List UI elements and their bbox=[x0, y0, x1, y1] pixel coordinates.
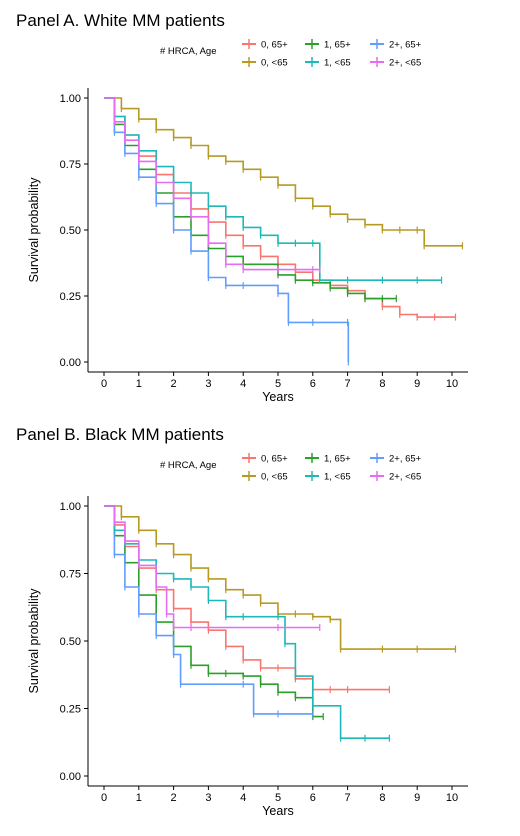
x-tick-label: 1 bbox=[136, 378, 142, 390]
legend-label: 2+, 65+ bbox=[389, 40, 422, 51]
legend-label: 0, 65+ bbox=[261, 40, 288, 51]
x-tick-label: 5 bbox=[275, 378, 281, 390]
x-tick-label: 4 bbox=[240, 378, 246, 390]
series-1-65 bbox=[104, 505, 324, 721]
legend-item: 2+, 65+ bbox=[370, 453, 422, 465]
series-1-65 bbox=[104, 97, 397, 303]
y-tick-label: 0.25 bbox=[60, 291, 81, 303]
legend-item: 1, 65+ bbox=[305, 39, 351, 51]
x-tick-label: 8 bbox=[379, 792, 385, 804]
series-0-65 bbox=[104, 505, 390, 694]
legend-item: 1, <65 bbox=[305, 57, 351, 69]
legend-label: 2+, <65 bbox=[389, 472, 421, 483]
legend-label: 1, <65 bbox=[324, 58, 351, 69]
series-2-65 bbox=[104, 505, 321, 631]
legend-label: 1, <65 bbox=[324, 472, 351, 483]
series-1-65 bbox=[104, 505, 390, 742]
x-tick-label: 3 bbox=[205, 378, 211, 390]
y-tick-label: 0.50 bbox=[60, 636, 81, 648]
legend-label: 0, <65 bbox=[261, 58, 288, 69]
x-tick-label: 1 bbox=[136, 792, 142, 804]
survival-curve bbox=[104, 97, 397, 300]
x-tick-label: 2 bbox=[171, 792, 177, 804]
legend-label: 2+, 65+ bbox=[389, 454, 422, 465]
series-2-65 bbox=[104, 97, 321, 274]
x-tick-label: 8 bbox=[379, 378, 385, 390]
survival-curve bbox=[104, 505, 313, 715]
legend-item: 1, 65+ bbox=[305, 453, 351, 465]
x-tick-label: 3 bbox=[205, 792, 211, 804]
y-tick-label: 1.00 bbox=[60, 93, 81, 105]
x-tick-label: 9 bbox=[414, 792, 420, 804]
y-axis-label: Survival probability bbox=[27, 588, 41, 694]
survival-curve bbox=[104, 505, 390, 691]
x-axis-label: Years bbox=[262, 390, 294, 404]
panel-title: Panel A. White MM patients bbox=[16, 11, 225, 30]
y-tick-label: 0.25 bbox=[60, 704, 81, 716]
legend-label: 2+, <65 bbox=[389, 58, 421, 69]
x-tick-label: 10 bbox=[446, 792, 458, 804]
y-tick-label: 0.00 bbox=[60, 357, 81, 369]
legend-label: 0, <65 bbox=[261, 472, 288, 483]
x-tick-label: 4 bbox=[240, 792, 246, 804]
survival-curve bbox=[104, 97, 442, 281]
legend-label: 1, 65+ bbox=[324, 454, 351, 465]
y-tick-label: 0.75 bbox=[60, 159, 81, 171]
legend-item: 2+, 65+ bbox=[370, 39, 422, 51]
legend-item: 0, <65 bbox=[242, 471, 288, 483]
survival-curve bbox=[104, 505, 320, 629]
x-tick-label: 7 bbox=[345, 378, 351, 390]
x-tick-label: 0 bbox=[101, 792, 107, 804]
x-tick-label: 2 bbox=[171, 378, 177, 390]
legend-label: 0, 65+ bbox=[261, 454, 288, 465]
legend-label: 1, 65+ bbox=[324, 40, 351, 51]
legend-title: # HRCA, Age bbox=[160, 46, 217, 57]
y-tick-label: 0.50 bbox=[60, 225, 81, 237]
legend-item: 0, 65+ bbox=[242, 39, 288, 51]
legend-title: # HRCA, Age bbox=[160, 460, 217, 471]
y-tick-label: 1.00 bbox=[60, 501, 81, 513]
legend-item: 2+, <65 bbox=[370, 471, 421, 483]
y-axis-label: Survival probability bbox=[27, 177, 41, 283]
series-2-65 bbox=[104, 97, 350, 366]
series-0-65 bbox=[104, 97, 464, 250]
survival-curve bbox=[104, 505, 324, 718]
y-tick-label: 0.00 bbox=[60, 771, 81, 783]
survival-curve bbox=[104, 97, 350, 362]
legend-item: 1, <65 bbox=[305, 471, 351, 483]
series-2-65 bbox=[104, 505, 314, 718]
legend-item: 2+, <65 bbox=[370, 57, 421, 69]
x-tick-label: 5 bbox=[275, 792, 281, 804]
x-tick-label: 6 bbox=[310, 792, 316, 804]
x-tick-label: 9 bbox=[414, 378, 420, 390]
legend-item: 0, 65+ bbox=[242, 453, 288, 465]
panel-a: Panel A. White MM patients # HRCA, Age 0, … bbox=[16, 11, 468, 404]
survival-curve bbox=[104, 97, 463, 247]
y-tick-label: 0.75 bbox=[60, 569, 81, 581]
x-axis-label: Years bbox=[262, 804, 294, 818]
x-tick-label: 6 bbox=[310, 378, 316, 390]
x-tick-label: 7 bbox=[345, 792, 351, 804]
panel-b: Panel B. Black MM patients # HRCA, Age 0, … bbox=[16, 425, 468, 818]
legend-item: 0, <65 bbox=[242, 57, 288, 69]
survival-curve bbox=[104, 505, 390, 739]
panel-title: Panel B. Black MM patients bbox=[16, 425, 224, 444]
x-tick-label: 0 bbox=[101, 378, 107, 390]
x-tick-label: 10 bbox=[446, 378, 458, 390]
